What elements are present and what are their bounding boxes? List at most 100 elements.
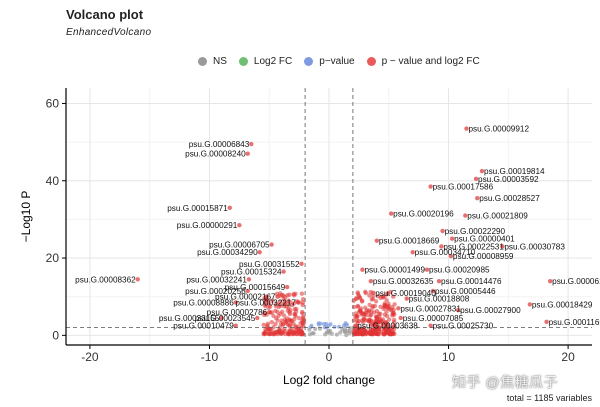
labeled-point [440,228,445,234]
labeled-point [428,184,433,189]
point-label: psu.G.00018669 [379,237,440,246]
data-point [270,298,275,303]
data-point [367,293,372,298]
data-point-ns [309,323,314,328]
data-point [264,297,270,303]
data-point [362,289,368,295]
point-label: psu.G.00002786 [207,308,268,317]
point-label: psu.G.00018808 [409,295,470,304]
labeled-point [135,277,140,282]
data-point [263,327,268,332]
data-point-ns [316,322,321,327]
point-label: psu.G.00010479 [173,322,234,331]
data-point [384,313,390,319]
labeled-point [473,176,479,182]
point-label: psu.G.00006149 [552,277,600,286]
labeled-point [436,279,442,284]
point-label: psu.G.00015649 [225,283,286,292]
data-point [291,291,296,297]
point-label: psu.G.00018429 [532,300,593,309]
x-tick-label: -20 [81,350,99,364]
data-point [389,308,394,313]
data-point-ns [337,324,342,329]
point-label: psu.G.00005446 [435,287,496,296]
labeled-point [479,168,485,174]
data-point [385,291,390,297]
labeled-point [371,290,376,296]
point-label: psu.G.00020256 [185,287,246,296]
point-label: psu.G.00015871 [167,204,228,213]
data-point-ns [324,330,329,335]
point-label: psu.G.00020985 [429,266,490,275]
watermark: 知乎 @焦糖瓜子 [452,374,559,390]
labeled-point [464,126,469,131]
point-label: psu.G.00017586 [433,183,494,192]
point-label: psu.G.00030783 [504,242,565,251]
data-point [275,329,281,335]
point-label: psu.G.00009912 [468,125,529,134]
labeled-point [269,242,274,247]
data-point [382,294,387,300]
legend-item-ns: NS [198,56,227,67]
point-label: psu.G.00003592 [478,175,539,184]
data-point [292,311,297,317]
data-point [300,297,306,302]
labeled-point [430,288,436,294]
point-label: psu.G.00034710 [415,248,476,257]
data-point [278,311,283,316]
point-label: psu.G.00008886 [173,298,234,307]
legend: NS Log2 FC p−value p − value and log2 FC [198,53,492,69]
data-point [373,328,378,334]
legend-item-both: p − value and log2 FC [366,56,480,67]
data-point-ns [334,332,339,337]
data-point [359,327,364,333]
data-point [359,311,364,316]
point-label: psu.G.00021809 [467,212,528,221]
legend-label-log2fc: Log2 FC [253,55,293,67]
labeled-point [249,141,254,147]
data-point [373,299,379,304]
chart-subtitle: EnhancedVolcano [66,27,152,38]
data-point-ns [338,330,343,335]
labeled-point [398,315,403,321]
data-point [285,301,290,307]
data-point-ns [332,324,337,329]
labeled-point [245,288,250,294]
data-point [384,319,389,325]
legend-item-log2fc: Log2 FC [238,55,293,67]
data-point [271,313,276,318]
data-point [278,303,283,309]
data-point [391,294,396,299]
data-point [362,330,368,335]
point-label: psu.G.00019814 [484,167,545,176]
data-point [261,322,266,328]
data-point-ns [345,322,350,327]
labeled-point [219,315,224,321]
legend-marker-pvalue [304,56,314,66]
legend-label-ns: NS [213,55,227,67]
labeled-point [388,211,394,216]
point-label: psu.G.00008240 [185,150,246,159]
point-label: psu.G.00027831 [400,304,461,313]
data-point [353,296,359,301]
point-label: psu.G.00022290 [445,227,506,236]
data-point [355,290,360,295]
labeled-point [455,308,461,313]
data-point [293,330,299,335]
data-point [360,320,366,325]
point-label: psu.G.00032635 [373,277,434,286]
legend-item-pvalue: p−value [304,56,355,67]
point-label: psu.G.00022531 [443,242,504,251]
x-tick-label: 10 [442,350,456,364]
point-label: psu.G.00008959 [453,252,514,261]
point-label: psu.G.00019040 [375,289,436,298]
data-point [384,298,389,303]
data-point [296,315,302,321]
data-point [273,321,278,327]
data-point-ns [344,333,349,338]
point-label: psu.G.00011654 [549,318,600,327]
labeled-point [424,267,430,272]
data-point [300,302,305,308]
legend-marker-log2fc [238,56,248,66]
labeled-point [396,306,401,311]
